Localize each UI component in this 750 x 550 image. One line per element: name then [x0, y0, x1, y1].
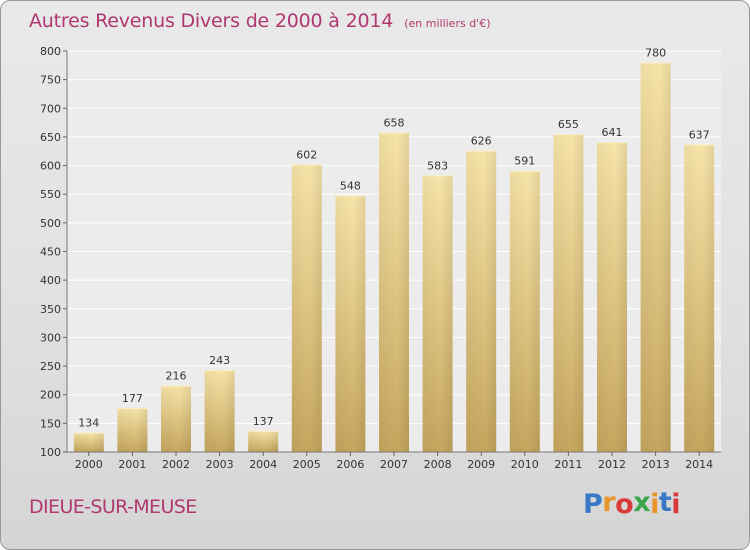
value-label: 137	[253, 415, 274, 428]
value-label: 602	[296, 148, 317, 161]
location-name: DIEUE-SUR-MEUSE	[29, 496, 197, 518]
chart-title-row: Autres Revenus Divers de 2000 à 2014 (en…	[29, 10, 491, 32]
x-tick-label: 2008	[424, 458, 452, 471]
bar-shade	[509, 170, 540, 452]
value-label: 583	[427, 159, 448, 172]
x-tick-label: 2001	[118, 458, 146, 471]
axes-group: 100 150 200 250 300 350 400 450 500 550 600 650 700 7…	[40, 45, 721, 471]
x-tick-label: 2004	[249, 458, 277, 471]
y-tick-label: 350	[40, 303, 61, 316]
x-tick-label: 2005	[293, 458, 321, 471]
x-tick-label: 2013	[642, 458, 670, 471]
value-label: 658	[384, 116, 405, 129]
y-tick-label: 800	[40, 45, 61, 58]
value-label: 626	[471, 135, 492, 148]
value-label: 655	[558, 118, 579, 131]
y-tick-label: 300	[40, 331, 61, 344]
bars-group: 134 177 216 243 137 602 548 658 583 626 591 655 641 7…	[73, 46, 715, 453]
proxiti-logo[interactable]: Proxiti	[583, 487, 681, 520]
x-tick-label: 2003	[206, 458, 234, 471]
logo-letter: i	[650, 489, 659, 520]
y-tick-label: 150	[40, 417, 61, 430]
x-tick-label: 2012	[598, 458, 626, 471]
y-tick-label: 250	[40, 360, 61, 373]
y-tick-label: 700	[40, 102, 61, 115]
x-tick-label: 2010	[511, 458, 539, 471]
bar-shade	[117, 407, 148, 452]
bar-shade	[422, 175, 453, 452]
chart-subtitle: (en milliers d'€)	[404, 17, 491, 30]
value-label: 177	[122, 392, 143, 405]
value-label: 216	[166, 370, 187, 383]
x-tick-label: 2007	[380, 458, 408, 471]
y-tick-label: 500	[40, 217, 61, 230]
y-tick-label: 650	[40, 131, 61, 144]
y-tick-label: 400	[40, 274, 61, 287]
y-tick-label: 600	[40, 160, 61, 173]
value-label: 548	[340, 179, 361, 192]
bar-shade	[684, 144, 715, 452]
x-tick-label: 2002	[162, 458, 190, 471]
value-label: 641	[602, 126, 623, 139]
y-tick-label: 200	[40, 389, 61, 402]
bar-shade	[248, 430, 279, 452]
value-label: 780	[645, 46, 666, 59]
chart-title: Autres Revenus Divers de 2000 à 2014	[29, 10, 394, 32]
bar-shade	[335, 195, 366, 453]
x-tick-label: 2006	[336, 458, 364, 471]
value-label: 591	[514, 155, 535, 168]
logo-letter: t	[658, 487, 672, 518]
bar-shade	[291, 164, 322, 452]
x-tick-label: 2014	[685, 458, 713, 471]
bar-shade	[640, 62, 671, 452]
value-label: 637	[689, 128, 710, 141]
y-tick-label: 750	[40, 74, 61, 87]
logo-letter: P	[583, 489, 603, 520]
bar-shade	[597, 142, 627, 452]
x-tick-label: 2009	[467, 458, 495, 471]
bar-shade	[553, 134, 584, 453]
x-tick-label: 2011	[554, 458, 582, 471]
value-label: 243	[209, 354, 230, 367]
y-tick-label: 450	[40, 246, 61, 259]
value-label: 134	[78, 417, 99, 430]
logo-letter: o	[615, 489, 634, 520]
logo-letter: i	[671, 489, 681, 520]
y-tick-label: 100	[40, 446, 61, 459]
bar-shade	[379, 132, 409, 453]
bar-shade	[161, 385, 191, 452]
x-tick-label: 2000	[75, 458, 103, 471]
bar-shade	[204, 370, 235, 452]
bar-shade	[466, 150, 497, 453]
logo-letter: x	[633, 487, 651, 518]
y-tick-label: 550	[40, 188, 61, 201]
bar-shade	[73, 432, 104, 452]
logo-letter: r	[602, 487, 616, 518]
